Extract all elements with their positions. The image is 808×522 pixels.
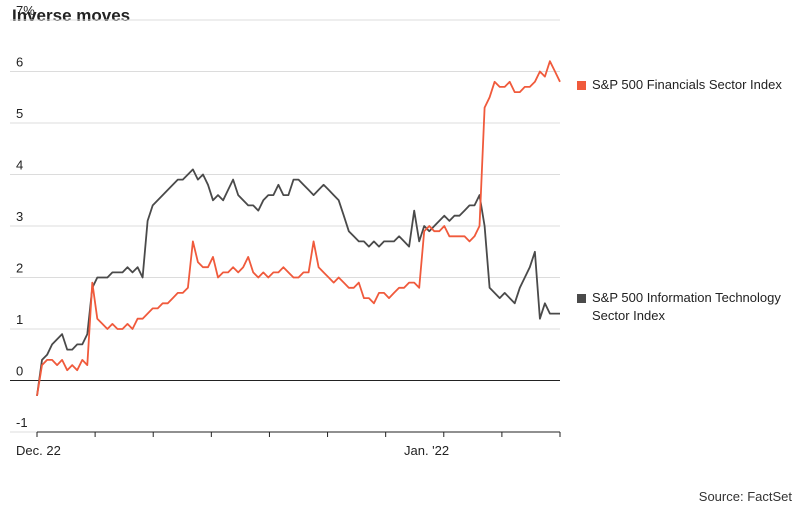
tech-swatch [577, 294, 586, 304]
y-tick-label: 6 [16, 55, 23, 70]
y-tick-label: 4 [16, 158, 23, 173]
x-tick-label-dec: Dec. 22 [16, 443, 61, 458]
y-tick-label: -1 [16, 415, 28, 430]
financials-series-line [36, 60, 561, 397]
source-note: Source: FactSet [698, 489, 792, 504]
legend-label-financials: S&P 500 Financials Sector Index [592, 77, 782, 92]
legend-item-tech: S&P 500 Information Technology Sector In… [577, 289, 797, 325]
series-lines [36, 60, 561, 397]
y-tick-label: 2 [16, 261, 23, 276]
gridlines [10, 19, 560, 433]
y-tick-label: 1 [16, 312, 23, 327]
y-axis-ticks: 7% 6 5 4 3 2 1 0 -1 [16, 3, 35, 430]
legend-label-tech: S&P 500 Information Technology Sector In… [577, 289, 797, 325]
y-tick-label: 3 [16, 209, 23, 224]
financials-swatch [577, 81, 586, 91]
y-tick-label: 5 [16, 106, 23, 121]
x-axis: Dec. 22 Jan. '22 [16, 431, 561, 458]
y-tick-label: 7% [16, 3, 35, 18]
legend-label-tech-text: S&P 500 Information Technology Sector In… [592, 290, 781, 323]
x-tick-label-jan: Jan. '22 [404, 443, 449, 458]
legend-item-financials: S&P 500 Financials Sector Index [577, 76, 782, 94]
tech-series-line [36, 168, 560, 397]
y-tick-label: 0 [16, 364, 23, 379]
